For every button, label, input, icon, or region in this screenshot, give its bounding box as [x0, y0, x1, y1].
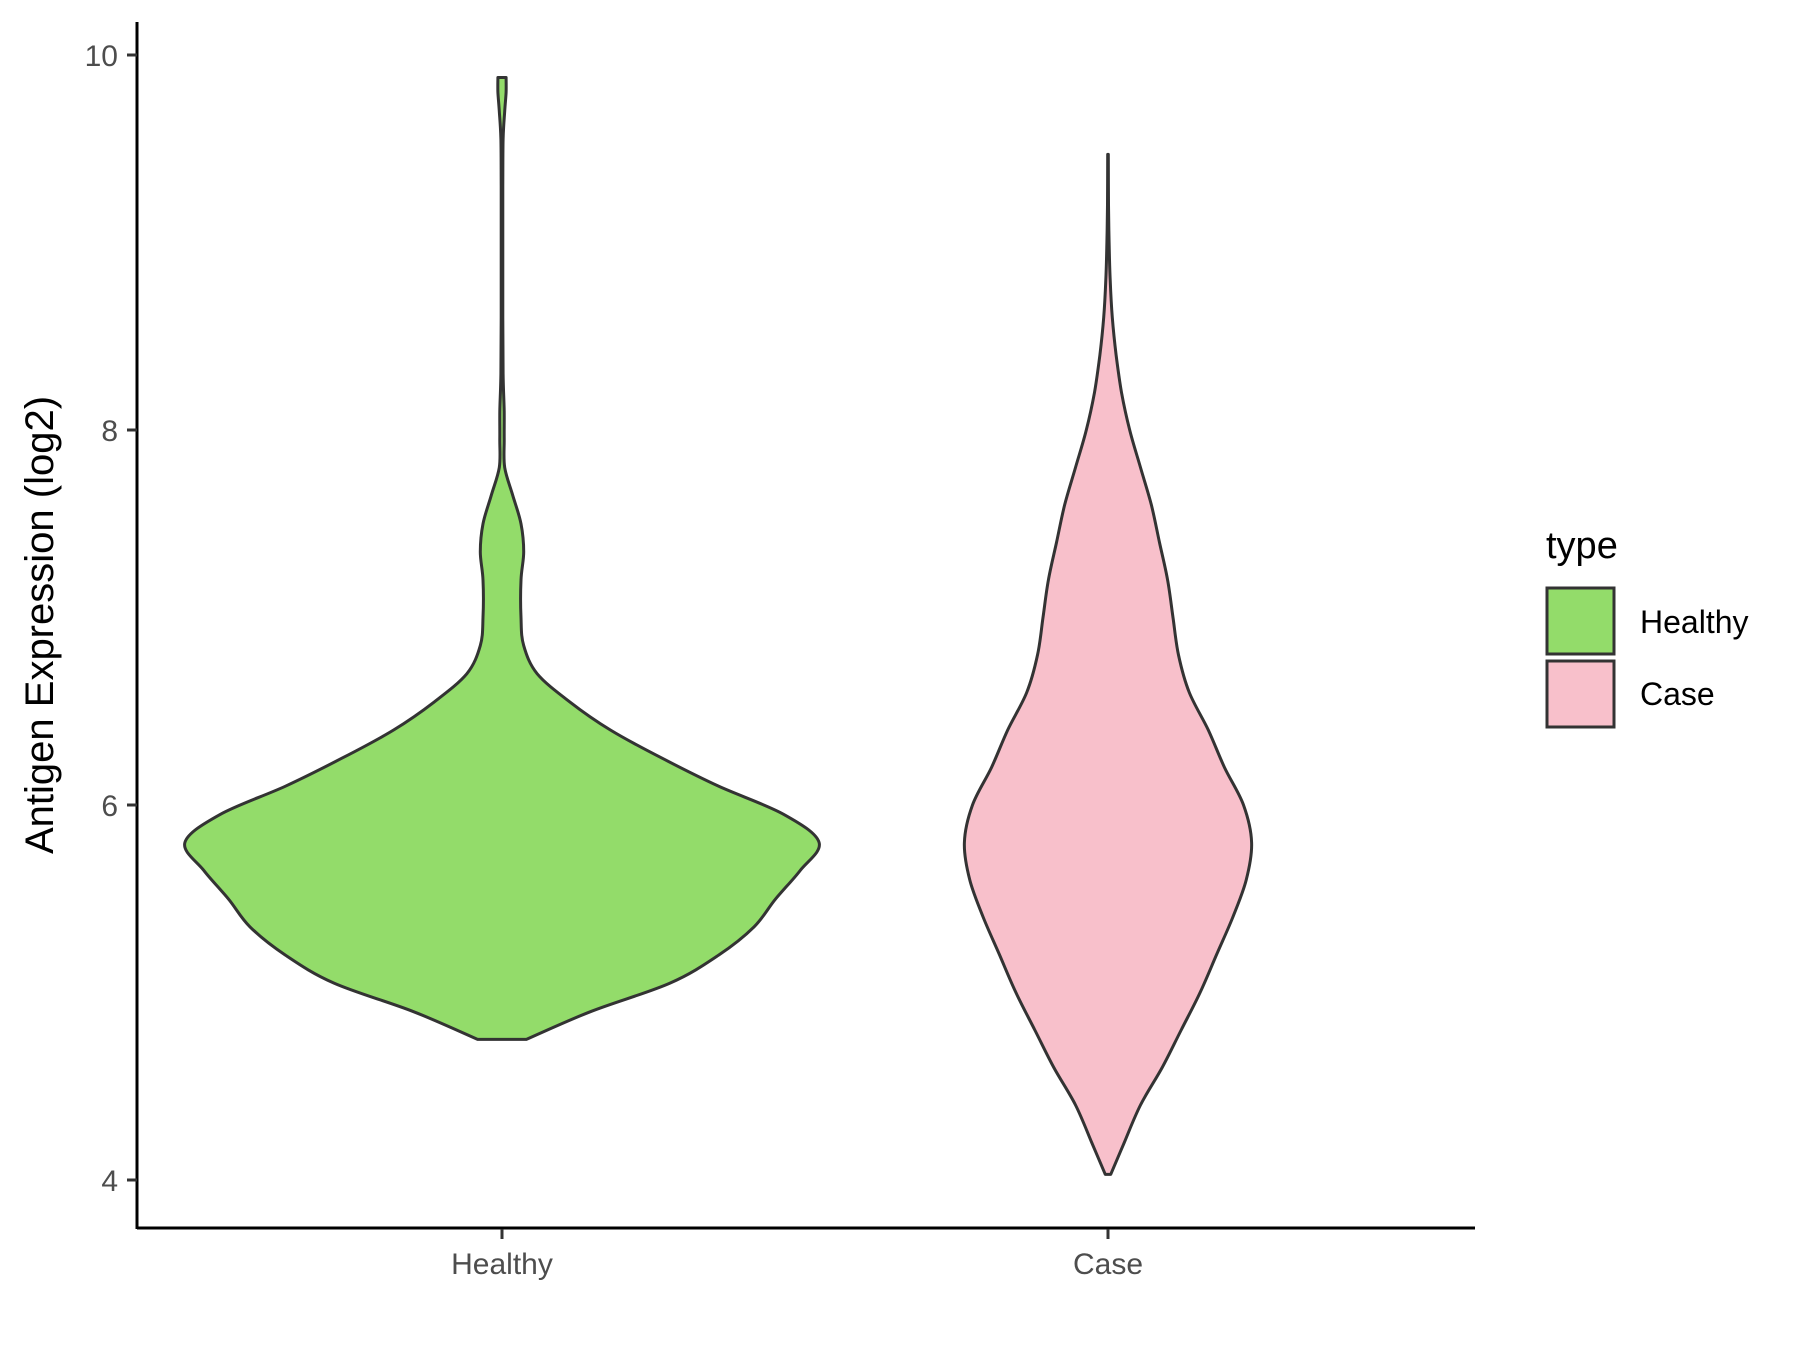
legend: type Healthy Case [1545, 525, 1749, 729]
legend-key-healthy [1545, 586, 1616, 656]
y-axis-title: Antigen Expression (log2) [18, 396, 62, 854]
y-ticks-group: 4 6 8 10 [85, 40, 137, 1198]
violin-healthy [183, 76, 821, 1041]
violin-case [962, 152, 1254, 1176]
y-tick-label: 8 [101, 415, 118, 448]
x-tick-label-healthy: Healthy [451, 1248, 553, 1281]
x-ticks-group: Healthy Case [451, 1229, 1143, 1281]
violins-group [183, 76, 1254, 1176]
legend-label-healthy: Healthy [1640, 604, 1749, 640]
y-tick-label: 4 [101, 1165, 118, 1198]
legend-key-case [1545, 659, 1616, 729]
y-tick-label: 6 [101, 790, 118, 823]
legend-title: type [1546, 525, 1618, 567]
axes-group [135, 22, 1475, 1230]
x-tick-label-case: Case [1073, 1248, 1143, 1281]
legend-label-case: Case [1640, 676, 1715, 712]
y-tick-label: 10 [85, 40, 118, 73]
